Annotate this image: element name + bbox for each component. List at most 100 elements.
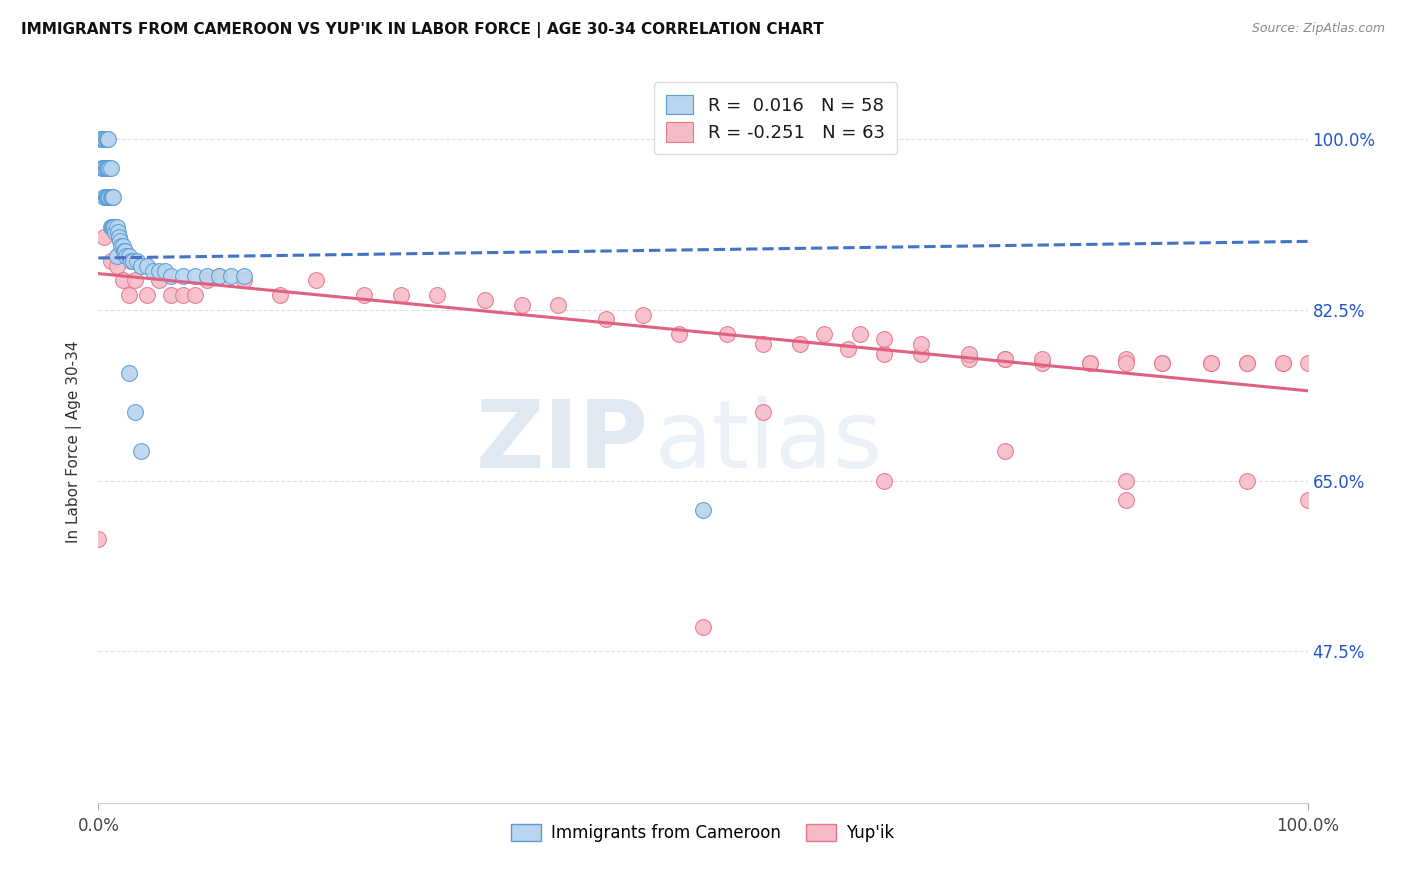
Point: [994, 351, 1017, 366]
Point: [96, 132, 118, 146]
Point: [96, 161, 118, 176]
Point: [195, 268, 218, 283]
Point: [873, 346, 896, 360]
Point: [1236, 356, 1258, 370]
Point: [752, 337, 775, 351]
Point: [105, 259, 128, 273]
Point: [1115, 474, 1137, 488]
Point: [547, 298, 569, 312]
Point: [91, 132, 114, 146]
Point: [110, 239, 132, 253]
Point: [1115, 493, 1137, 508]
Point: [172, 288, 194, 302]
Point: [127, 254, 149, 268]
Point: [94, 161, 117, 176]
Point: [1031, 356, 1053, 370]
Point: [1272, 356, 1295, 370]
Point: [957, 351, 980, 366]
Point: [873, 474, 896, 488]
Point: [1078, 356, 1101, 370]
Point: [94, 132, 117, 146]
Point: [148, 273, 170, 287]
Point: [1152, 356, 1174, 370]
Point: [118, 288, 141, 302]
Point: [98, 190, 121, 204]
Point: [100, 190, 122, 204]
Point: [97, 132, 120, 146]
Point: [1236, 356, 1258, 370]
Point: [232, 273, 254, 287]
Text: atlas: atlas: [655, 395, 883, 488]
Point: [135, 259, 157, 273]
Point: [129, 444, 152, 458]
Point: [389, 288, 412, 302]
Point: [111, 239, 134, 253]
Point: [668, 327, 690, 342]
Point: [269, 288, 291, 302]
Point: [1115, 356, 1137, 370]
Point: [692, 620, 714, 634]
Point: [93, 161, 115, 176]
Text: ZIP: ZIP: [475, 395, 648, 488]
Point: [93, 229, 115, 244]
Point: [91, 132, 114, 146]
Point: [221, 268, 243, 283]
Point: [100, 190, 122, 204]
Point: [87, 532, 110, 546]
Point: [124, 273, 146, 287]
Point: [118, 366, 141, 380]
Point: [813, 327, 835, 342]
Point: [96, 190, 118, 204]
Point: [160, 288, 183, 302]
Point: [97, 161, 120, 176]
Point: [118, 249, 141, 263]
Point: [184, 288, 207, 302]
Point: [111, 273, 134, 287]
Point: [122, 254, 145, 268]
Point: [1296, 356, 1319, 370]
Point: [91, 161, 114, 176]
Point: [837, 342, 859, 356]
Point: [160, 268, 183, 283]
Point: [716, 327, 738, 342]
Point: [789, 337, 811, 351]
Point: [107, 225, 129, 239]
Point: [91, 161, 114, 176]
Y-axis label: In Labor Force | Age 30-34: In Labor Force | Age 30-34: [66, 340, 83, 543]
Point: [692, 503, 714, 517]
Point: [195, 273, 218, 287]
Point: [101, 219, 124, 234]
Point: [94, 190, 117, 204]
Point: [1078, 356, 1101, 370]
Point: [873, 332, 896, 346]
Point: [172, 268, 194, 283]
Point: [112, 244, 135, 259]
Text: IMMIGRANTS FROM CAMEROON VS YUP'IK IN LABOR FORCE | AGE 30-34 CORRELATION CHART: IMMIGRANTS FROM CAMEROON VS YUP'IK IN LA…: [21, 22, 824, 38]
Point: [101, 190, 124, 204]
Point: [97, 190, 120, 204]
Text: Source: ZipAtlas.com: Source: ZipAtlas.com: [1251, 22, 1385, 36]
Point: [1115, 351, 1137, 366]
Point: [129, 259, 152, 273]
Point: [305, 273, 328, 287]
Point: [108, 235, 131, 249]
Point: [114, 244, 136, 259]
Point: [474, 293, 496, 307]
Point: [1296, 493, 1319, 508]
Point: [1199, 356, 1222, 370]
Point: [142, 263, 165, 277]
Point: [105, 219, 128, 234]
Point: [1199, 356, 1222, 370]
Point: [1152, 356, 1174, 370]
Point: [148, 263, 170, 277]
Point: [120, 254, 142, 268]
Point: [595, 312, 617, 326]
Point: [1272, 356, 1295, 370]
Point: [510, 298, 533, 312]
Point: [115, 249, 138, 263]
Point: [108, 229, 131, 244]
Point: [100, 219, 122, 234]
Point: [1031, 351, 1053, 366]
Point: [957, 346, 980, 360]
Point: [849, 327, 872, 342]
